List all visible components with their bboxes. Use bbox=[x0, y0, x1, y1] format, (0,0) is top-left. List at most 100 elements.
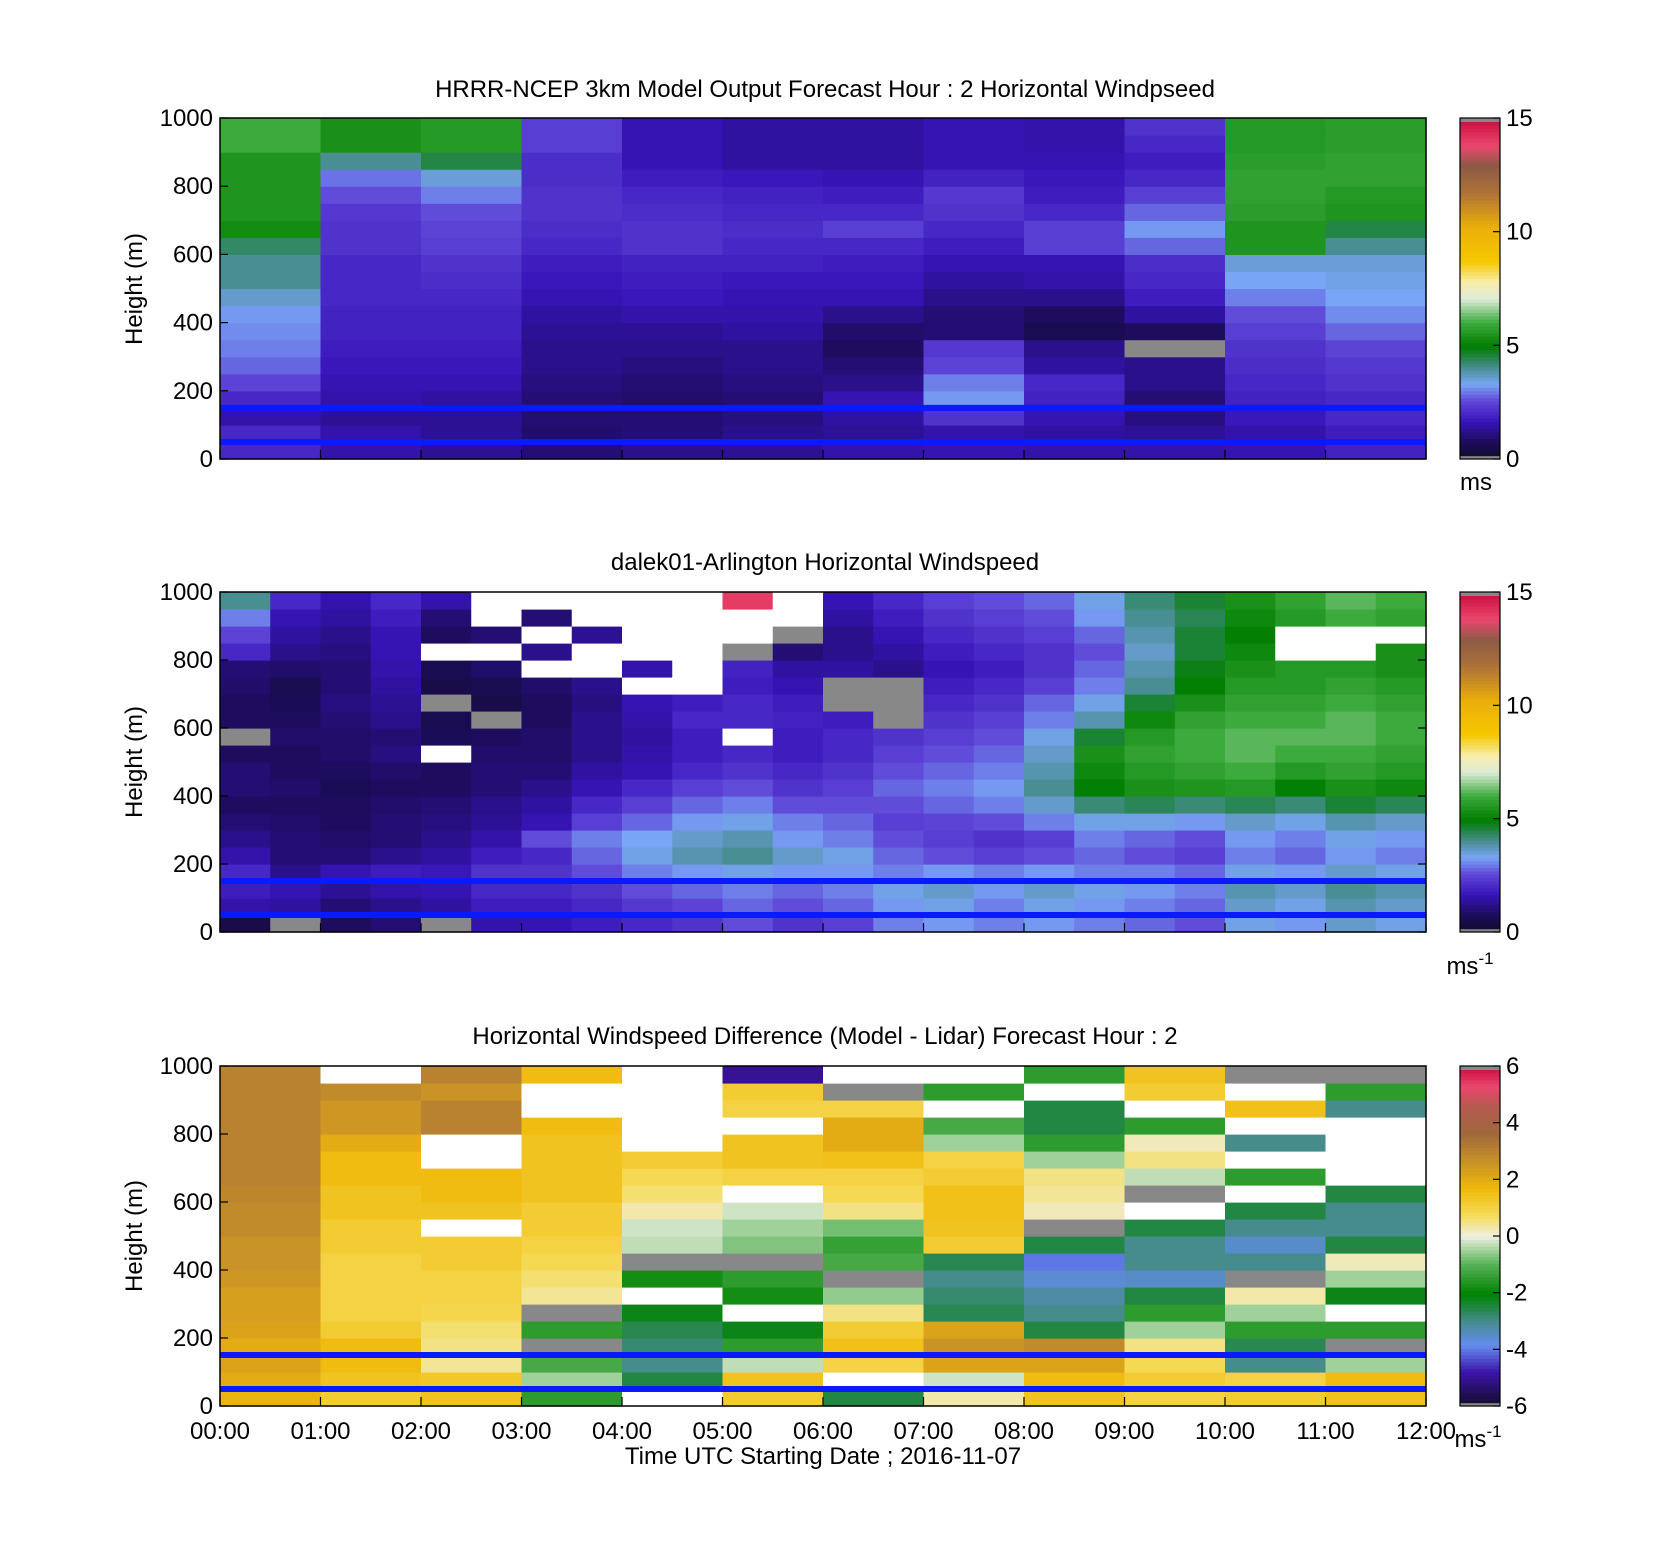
heatmap-cell bbox=[622, 1202, 724, 1220]
heatmap-cell bbox=[722, 779, 774, 797]
colorbar-segment bbox=[1460, 274, 1500, 279]
heatmap-cell bbox=[973, 813, 1025, 831]
heatmap-cell bbox=[1074, 609, 1126, 627]
heatmap-cell bbox=[1074, 881, 1126, 899]
heatmap-cell bbox=[1124, 1355, 1226, 1373]
heatmap-cell bbox=[1124, 152, 1226, 170]
heatmap-cell bbox=[1024, 745, 1075, 763]
heatmap-cell bbox=[1024, 169, 1126, 187]
heatmap-cell bbox=[1375, 779, 1427, 797]
colorbar-segment bbox=[1460, 281, 1500, 286]
heatmap-cell bbox=[1225, 1321, 1327, 1339]
heatmap-cell bbox=[973, 762, 1025, 780]
heatmap-cell bbox=[1275, 694, 1327, 712]
heatmap-cell bbox=[823, 626, 874, 644]
heatmap-cell bbox=[1024, 373, 1126, 392]
colorbar-segment bbox=[1460, 135, 1500, 140]
heatmap-cell bbox=[823, 847, 874, 865]
heatmap-cell bbox=[1174, 881, 1226, 899]
heatmap-cell bbox=[1325, 847, 1377, 865]
colorbar-segment bbox=[1460, 809, 1500, 814]
heatmap-cell bbox=[1124, 339, 1226, 358]
heatmap-cell bbox=[220, 1151, 322, 1169]
heatmap-cell bbox=[320, 898, 372, 916]
colorbar-segment bbox=[1460, 830, 1500, 834]
heatmap-cell bbox=[1375, 796, 1427, 814]
heatmap-cell bbox=[521, 711, 573, 729]
heatmap-cell bbox=[1024, 830, 1075, 848]
colorbar-segment bbox=[1460, 1178, 1500, 1183]
heatmap-cell bbox=[1024, 1134, 1126, 1152]
heatmap-cell bbox=[923, 1236, 1025, 1254]
heatmap-cell bbox=[220, 643, 271, 661]
heatmap-cell bbox=[421, 203, 523, 221]
colorbar-segment bbox=[1460, 816, 1500, 821]
heatmap-cell bbox=[1124, 271, 1226, 290]
colorbar-segment bbox=[1460, 196, 1500, 201]
heatmap-cell bbox=[421, 1083, 523, 1101]
heatmap-cell bbox=[1325, 711, 1377, 729]
heatmap-cell bbox=[521, 1321, 623, 1339]
heatmap-cell bbox=[1225, 779, 1276, 797]
heatmap-cell bbox=[672, 711, 724, 729]
heatmap-cell bbox=[220, 237, 322, 255]
heatmap-cell bbox=[421, 1287, 523, 1305]
heatmap-cell bbox=[622, 830, 673, 848]
heatmap-cell bbox=[722, 373, 824, 392]
colorbar-segment bbox=[1460, 1348, 1500, 1353]
heatmap-cell bbox=[220, 169, 322, 187]
heatmap-cell bbox=[1325, 694, 1377, 712]
heatmap-cell bbox=[320, 1338, 422, 1356]
colorbar-tick-label: 0 bbox=[1506, 1223, 1519, 1250]
heatmap-cell bbox=[421, 677, 472, 695]
heatmap-cell bbox=[471, 626, 523, 644]
colorbar-segment bbox=[1460, 660, 1500, 664]
colorbar-segment bbox=[1460, 329, 1500, 334]
heatmap-cell bbox=[1124, 1219, 1226, 1237]
heatmap-cell bbox=[1225, 745, 1276, 763]
heatmap-cell bbox=[421, 373, 523, 392]
heatmap-cell bbox=[521, 796, 573, 814]
colorbar-segment bbox=[1460, 383, 1500, 388]
heatmap-cell bbox=[772, 694, 824, 712]
heatmap-cell bbox=[1325, 813, 1377, 831]
heatmap-cell bbox=[421, 322, 523, 341]
heatmap-cell bbox=[1225, 203, 1327, 221]
colorbar-segment bbox=[1460, 1314, 1500, 1319]
heatmap-cell bbox=[1225, 1083, 1327, 1101]
heatmap-cell bbox=[1124, 592, 1176, 610]
heatmap-cell bbox=[722, 898, 774, 916]
colorbar-segment bbox=[1460, 268, 1500, 273]
heatmap-cell bbox=[823, 694, 874, 712]
colorbar-segment bbox=[1460, 1276, 1500, 1281]
heatmap-cell bbox=[973, 915, 1025, 933]
heatmap-cell bbox=[1124, 1236, 1226, 1254]
heatmap-cell bbox=[1275, 881, 1327, 899]
heatmap-cell bbox=[1124, 915, 1176, 933]
heatmap-cell bbox=[421, 254, 523, 273]
heatmap-cell bbox=[1225, 711, 1276, 729]
heatmap-cell bbox=[370, 762, 422, 780]
heatmap-cell bbox=[622, 1219, 724, 1237]
heatmap-cell bbox=[973, 728, 1025, 746]
colorbar-segment bbox=[1460, 717, 1500, 722]
heatmap-cell bbox=[320, 1270, 422, 1288]
colorbar-segment bbox=[1460, 860, 1500, 865]
heatmap-cell bbox=[722, 1168, 824, 1186]
heatmap-cell bbox=[823, 118, 925, 136]
colorbar-segment bbox=[1460, 602, 1500, 607]
heatmap-cell bbox=[521, 1287, 623, 1305]
heatmap-cell bbox=[622, 1236, 724, 1254]
heatmap-cell bbox=[1225, 813, 1276, 831]
heatmap-cell bbox=[421, 424, 523, 443]
heatmap-cell bbox=[622, 152, 724, 170]
colorbar-segment bbox=[1460, 1395, 1500, 1400]
heatmap-cell bbox=[1124, 609, 1176, 627]
colorbar-segment bbox=[1460, 595, 1500, 600]
heatmap-cell bbox=[1325, 271, 1427, 290]
colorbar-segment bbox=[1460, 203, 1500, 208]
colorbar-segment bbox=[1460, 622, 1500, 627]
colorbar-segment bbox=[1460, 216, 1500, 221]
heatmap-cell bbox=[320, 424, 422, 443]
heatmap-cell bbox=[622, 728, 673, 746]
